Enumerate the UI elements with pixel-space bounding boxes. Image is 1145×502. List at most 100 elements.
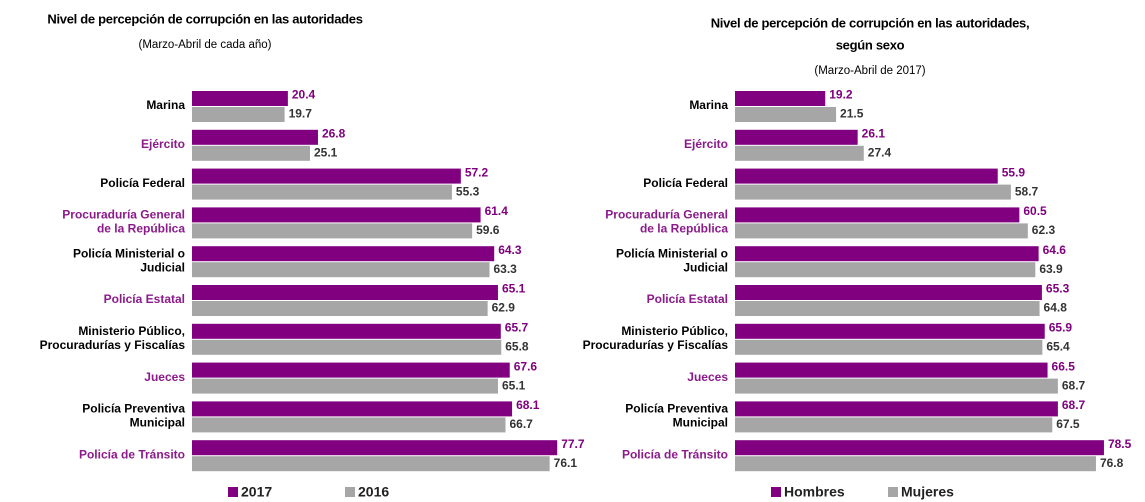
category-label: Policía Ministerial o (73, 246, 185, 260)
bar (735, 145, 864, 161)
bar (735, 401, 1058, 417)
bar (192, 262, 490, 278)
bar (192, 184, 452, 200)
legend-label: Hombres (784, 484, 845, 500)
value-label: 64.3 (498, 243, 522, 257)
legend-swatch (771, 487, 781, 497)
value-label: 21.5 (840, 107, 864, 121)
bar (192, 378, 498, 394)
bar (735, 129, 858, 145)
bar (192, 362, 510, 378)
category-label: Marina (146, 98, 185, 112)
chart-title: Nivel de percepción de corrupción en las… (47, 11, 362, 26)
category-label: Ministerio Público, (78, 324, 185, 338)
bar (735, 168, 998, 184)
chart-subtitle: (Marzo-Abril de cada año) (139, 39, 272, 51)
value-label: 66.5 (1052, 359, 1076, 373)
bar (735, 362, 1048, 378)
bar (735, 184, 1011, 200)
value-label: 78.5 (1108, 437, 1132, 451)
bar (735, 246, 1039, 262)
bar (192, 129, 318, 145)
bar (735, 323, 1045, 339)
bar (735, 378, 1058, 394)
value-label: 65.7 (505, 320, 529, 334)
value-label: 65.1 (502, 378, 526, 392)
bar (735, 223, 1028, 239)
bar (735, 91, 826, 106)
legend-swatch (345, 487, 355, 497)
category-label: Procuradurías y Fiscalías (583, 338, 729, 352)
bar (192, 401, 513, 417)
bar (735, 456, 1096, 472)
bar (735, 285, 1042, 300)
value-label: 58.7 (1015, 184, 1039, 198)
bar (192, 323, 501, 339)
category-label: Ejército (684, 137, 728, 151)
value-label: 64.8 (1044, 301, 1068, 315)
bar (192, 440, 558, 456)
category-label: Policía Federal (643, 176, 728, 190)
value-label: 65.4 (1046, 339, 1070, 353)
value-label: 63.3 (494, 262, 518, 276)
legend-label: 2017 (241, 484, 272, 500)
value-label: 19.7 (289, 107, 313, 121)
bar (192, 417, 506, 433)
category-label: Judicial (140, 260, 185, 274)
value-label: 26.8 (322, 126, 346, 140)
bar (192, 301, 488, 316)
bar (192, 246, 495, 262)
bar (192, 285, 498, 300)
value-label: 64.6 (1043, 243, 1067, 257)
value-label: 76.8 (1100, 456, 1124, 470)
value-label: 60.5 (1023, 204, 1047, 218)
value-label: 26.1 (862, 126, 886, 140)
chart-subtitle: (Marzo-Abril de 2017) (814, 65, 925, 77)
value-label: 57.2 (465, 165, 489, 179)
value-label: 63.9 (1039, 262, 1063, 276)
bar (192, 207, 481, 223)
category-label: Procuraduría General (62, 208, 185, 222)
bar (735, 301, 1040, 316)
value-label: 65.3 (1046, 282, 1070, 296)
category-label: Policía Preventiva (82, 402, 185, 416)
category-label: Judicial (683, 260, 728, 274)
legend-swatch (228, 487, 238, 497)
value-label: 67.5 (1056, 417, 1080, 431)
bar (192, 107, 285, 122)
value-label: 55.9 (1002, 165, 1026, 179)
value-label: 66.7 (509, 417, 533, 431)
category-label: Marina (689, 98, 728, 112)
value-label: 65.8 (505, 339, 529, 353)
value-label: 77.7 (561, 437, 585, 451)
legend-label: 2016 (358, 484, 389, 500)
bar (192, 91, 288, 106)
value-label: 68.7 (1062, 398, 1086, 412)
bar (192, 223, 473, 239)
value-label: 61.4 (485, 204, 509, 218)
value-label: 68.7 (1062, 378, 1086, 392)
bar (192, 339, 502, 355)
category-label: Procuraduría General (605, 208, 728, 222)
value-label: 76.1 (554, 456, 578, 470)
legend-label: Mujeres (901, 484, 954, 500)
category-label: Ministerio Público, (621, 324, 728, 338)
category-label: Jueces (144, 370, 185, 384)
value-label: 62.9 (492, 301, 516, 315)
value-label: 55.3 (456, 184, 480, 198)
value-label: 65.9 (1049, 320, 1073, 334)
value-label: 67.6 (514, 359, 538, 373)
category-label: Policía Preventiva (625, 402, 728, 416)
chart-title: Nivel de percepción de corrupción en las… (711, 15, 1030, 30)
value-label: 68.1 (516, 398, 540, 412)
chart-title: según sexo (836, 37, 905, 52)
category-label: Policía de Tránsito (622, 447, 728, 461)
value-label: 25.1 (314, 145, 338, 159)
value-label: 20.4 (292, 88, 316, 102)
bar (192, 168, 461, 184)
bar (735, 440, 1104, 456)
legend-swatch (888, 487, 898, 497)
category-label: Policía de Tránsito (79, 447, 185, 461)
category-label: Policía Estatal (647, 292, 728, 306)
